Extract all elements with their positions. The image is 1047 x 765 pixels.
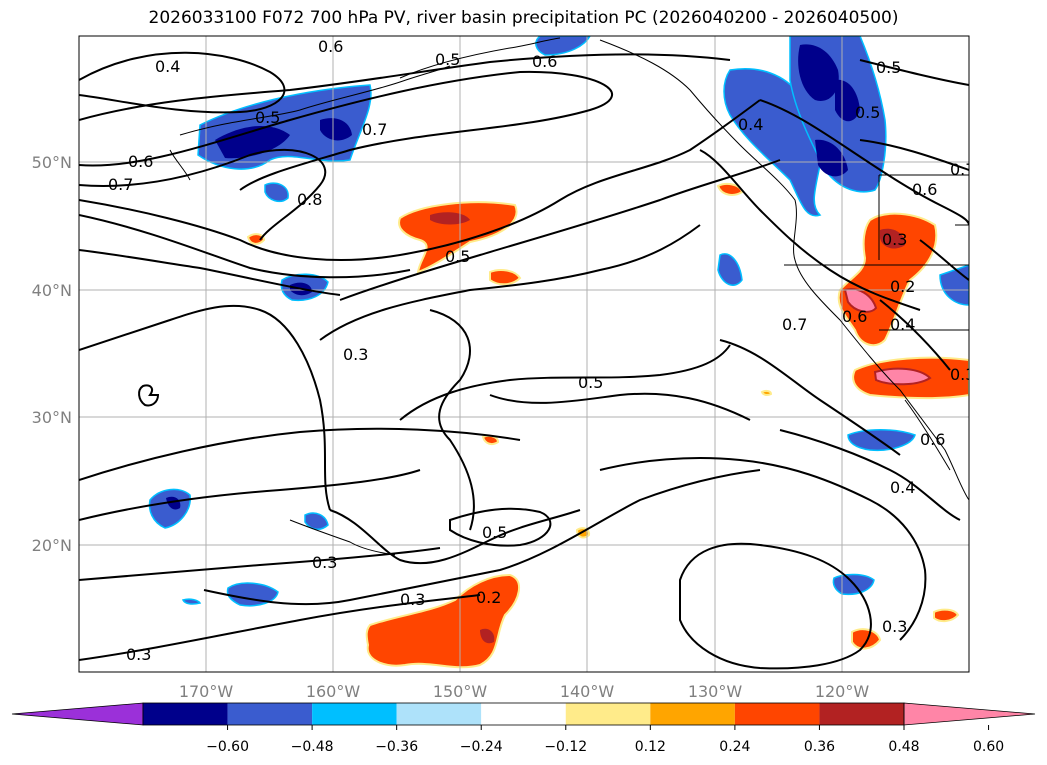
lon-label: 150°W xyxy=(433,682,488,701)
positive-anomaly-shading xyxy=(246,183,969,669)
colorbar-cell xyxy=(734,703,820,725)
lat-label: 50°N xyxy=(32,153,72,172)
colorbar-cell xyxy=(143,703,228,725)
contour-label: 0.3 xyxy=(950,365,975,384)
colorbar-tick-label: −0.24 xyxy=(460,739,503,755)
contour-label: 0.5 xyxy=(578,373,603,392)
contour-label: 0.7 xyxy=(362,120,387,139)
contour-label: 0.5 xyxy=(255,108,280,127)
colorbar-cell xyxy=(227,703,313,725)
coastlines xyxy=(169,37,969,556)
contour-label: 0.6 xyxy=(128,152,153,171)
lat-label: 40°N xyxy=(32,281,72,300)
lon-label: 120°W xyxy=(815,682,870,701)
colorbar-cell xyxy=(481,703,566,725)
contour-label: 0.5 xyxy=(876,58,901,77)
contour-label: 0.5 xyxy=(445,247,470,266)
colorbar-tick-label: −0.36 xyxy=(375,739,418,755)
colorbar-tick-label: −0.48 xyxy=(291,739,334,755)
lon-label: 170°W xyxy=(179,682,234,701)
colorbar-tick-label: 0.12 xyxy=(635,739,666,755)
contour-label: 0.7 xyxy=(108,175,133,194)
colorbar: −0.60 −0.48 −0.36 −0.24 −0.12 0.12 0.24 0.36 0.4… xyxy=(11,702,1036,755)
colorbar-cell xyxy=(819,703,904,725)
contour-label: 0.4 xyxy=(738,115,763,134)
lat-label: 30°N xyxy=(32,408,72,427)
contour-label: 0.5 xyxy=(482,523,507,542)
contour-label: 0.5 xyxy=(435,50,460,69)
contour-label: 0.7 xyxy=(782,315,807,334)
contour-label: 0.2 xyxy=(476,588,501,607)
colorbar-left-extend xyxy=(11,702,144,726)
contour-label: 0.6 xyxy=(318,37,343,56)
contour-label: 0.2 xyxy=(890,277,915,296)
contour-label: 0.3 xyxy=(343,345,368,364)
contour-label: 0.4 xyxy=(155,57,180,76)
lon-label: 160°W xyxy=(306,682,361,701)
contour-label: 0.7 xyxy=(950,160,975,179)
colorbar-tick-label: 0.48 xyxy=(888,739,919,755)
colorbar-cells xyxy=(143,703,904,725)
colorbar-tick-label: 0.36 xyxy=(804,739,835,755)
longitude-labels: 170°W 160°W 150°W 140°W 130°W 120°W xyxy=(179,682,870,701)
colorbar-cell xyxy=(396,703,482,725)
contour-label: 0.6 xyxy=(920,430,945,449)
contour-label: 0.5 xyxy=(855,103,880,122)
colorbar-right-extend xyxy=(903,702,1036,726)
map-frame xyxy=(78,35,970,673)
contour-label: 0.6 xyxy=(532,52,557,71)
map-title: 2026033100 F072 700 hPa PV, river basin … xyxy=(148,8,899,28)
lat-label: 20°N xyxy=(32,536,72,555)
colorbar-frame xyxy=(142,702,905,726)
contour-label: 0.6 xyxy=(842,307,867,326)
contour-label: 0.4 xyxy=(890,315,915,334)
map-content: 0.4 0.6 0.5 0.6 0.5 0.7 0.6 0.7 0.8 0.5 … xyxy=(79,36,975,672)
colorbar-tick-label: 0.60 xyxy=(973,739,1004,755)
colorbar-tick-label: −0.12 xyxy=(544,739,587,755)
contour-label: 0.3 xyxy=(882,617,907,636)
pv-contours xyxy=(79,51,969,670)
colorbar-cell xyxy=(565,703,651,725)
colorbar-tick-label: 0.24 xyxy=(719,739,750,755)
negative-anomaly-shading xyxy=(148,36,969,607)
contour-label: 0.3 xyxy=(312,553,337,572)
contour-labels: 0.4 0.6 0.5 0.6 0.5 0.7 0.6 0.7 0.8 0.5 … xyxy=(108,37,975,664)
contour-label: 0.8 xyxy=(297,190,322,209)
contour-label: 0.3 xyxy=(400,590,425,609)
colorbar-cell xyxy=(650,703,735,725)
contour-label: 0.6 xyxy=(912,180,937,199)
colorbar-cell xyxy=(312,703,397,725)
contour-label: 0.4 xyxy=(890,478,915,497)
latitude-labels: 50°N 40°N 30°N 20°N xyxy=(32,153,72,555)
colorbar-tick-label: −0.60 xyxy=(206,739,249,755)
lon-label: 140°W xyxy=(560,682,615,701)
colorbar-ticks: −0.60 −0.48 −0.36 −0.24 −0.12 0.12 0.24 0.36 0.4… xyxy=(206,725,1004,755)
contour-label: 0.3 xyxy=(882,230,907,249)
lon-label: 130°W xyxy=(688,682,743,701)
contour-label: 0.3 xyxy=(126,645,151,664)
